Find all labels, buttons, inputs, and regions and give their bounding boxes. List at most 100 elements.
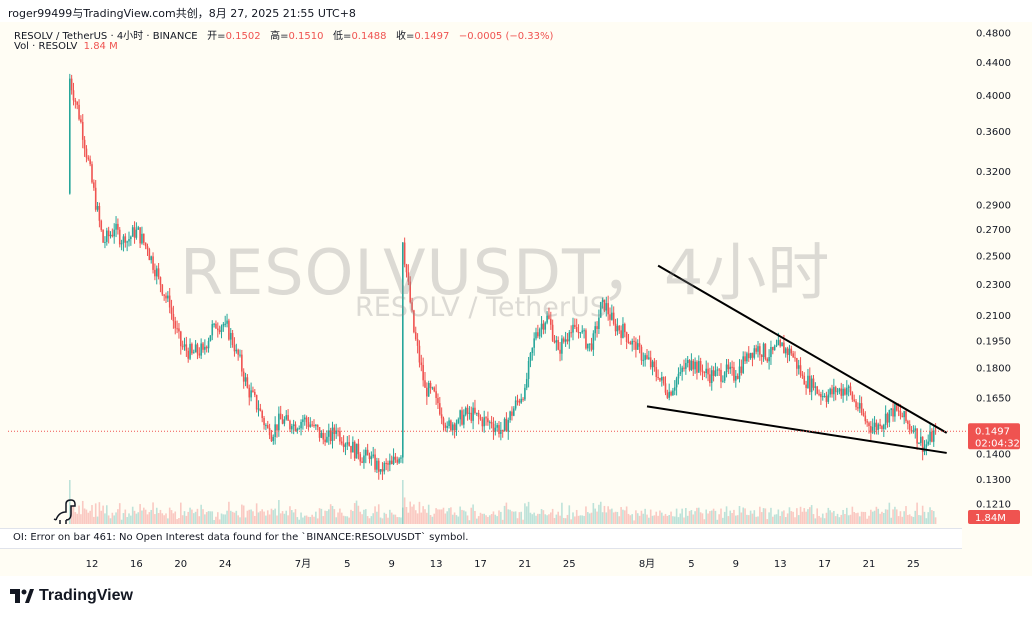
- candle-body: [866, 421, 868, 423]
- volume-bar: [912, 516, 915, 524]
- candle-body: [194, 344, 197, 353]
- volume-bar: [302, 517, 304, 524]
- volume-bar: [520, 511, 522, 524]
- volume-bar: [831, 512, 833, 524]
- high-value: 0.1510: [288, 31, 324, 42]
- candle-body: [596, 326, 598, 329]
- volume-bar: [501, 519, 504, 524]
- volume-bar: [348, 517, 350, 524]
- volume-bar: [805, 511, 807, 524]
- volume-bar: [427, 504, 430, 524]
- candle-body: [511, 411, 513, 416]
- candle-body: [551, 324, 554, 341]
- candle-body: [568, 332, 571, 342]
- candle-body: [538, 329, 541, 337]
- candle-body: [601, 299, 604, 303]
- volume-bar: [409, 501, 411, 524]
- volume-bar: [514, 511, 517, 524]
- volume-bar: [470, 507, 473, 524]
- volume-bar: [533, 512, 535, 524]
- candle-body: [174, 321, 177, 329]
- candle-body: [812, 378, 815, 388]
- candle-body: [163, 294, 165, 296]
- volume-bar: [464, 511, 467, 524]
- volume-bar: [191, 509, 193, 524]
- volume-bar: [257, 512, 260, 524]
- candle-body: [392, 456, 395, 465]
- volume-bar: [840, 514, 843, 524]
- candle-body: [150, 256, 152, 261]
- volume-bar: [577, 515, 580, 524]
- candle-body: [292, 424, 295, 427]
- chart-panel[interactable]: [0, 22, 1032, 576]
- volume-bar: [281, 511, 284, 524]
- candle-body: [146, 246, 149, 250]
- volume-bar: [836, 513, 839, 524]
- volume-bar: [192, 513, 195, 524]
- volume-bar: [747, 515, 750, 524]
- candle-body: [577, 332, 580, 334]
- volume-legend[interactable]: Vol · RESOLV 1.84 M: [14, 41, 118, 52]
- volume-bar: [812, 514, 815, 524]
- last-volume-tag: [968, 510, 1020, 524]
- volume-bar: [113, 515, 115, 524]
- candle-body: [625, 332, 628, 342]
- volume-bar: [318, 508, 321, 524]
- volume-bar: [492, 511, 495, 524]
- volume-bar: [829, 510, 831, 524]
- candle-body: [439, 403, 441, 415]
- candle-body: [202, 343, 204, 350]
- volume-label[interactable]: Vol · RESOLV: [14, 41, 78, 52]
- candle-body: [448, 420, 450, 427]
- volume-bar: [130, 515, 132, 524]
- volume-bar: [455, 515, 458, 524]
- volume-bar: [272, 510, 275, 524]
- candle-body: [705, 368, 707, 373]
- volume-bar: [466, 515, 469, 524]
- candle-body: [908, 424, 911, 430]
- candle-body: [744, 356, 746, 362]
- symbol-legend[interactable]: RESOLV / TetherUS · 4小时 · BINANCE 开=0.15…: [14, 27, 553, 42]
- candle-body: [96, 205, 99, 210]
- candle-body: [135, 229, 138, 238]
- volume-bar: [474, 510, 476, 524]
- volume-bar: [152, 502, 154, 524]
- candle-body: [187, 350, 189, 359]
- volume-bar: [908, 514, 911, 524]
- volume-bar: [729, 510, 732, 524]
- volume-bar: [228, 501, 230, 524]
- candle-body: [80, 119, 82, 122]
- candle-body: [228, 320, 230, 340]
- volume-bar: [844, 513, 846, 524]
- author-bar: roger99499与TradingView.com共创，8月 27, 2025…: [0, 0, 1032, 22]
- candle-body: [681, 367, 683, 373]
- candle-body: [585, 330, 587, 349]
- x-axis-tick-label: 20: [174, 559, 187, 570]
- volume-bar: [183, 511, 186, 524]
- volume-bar: [202, 509, 204, 524]
- volume-bar: [701, 513, 704, 524]
- candle-body: [760, 354, 763, 358]
- volume-bar: [794, 517, 796, 524]
- volume-bar: [735, 515, 737, 524]
- candle-body: [89, 159, 91, 165]
- close-label: 收=: [395, 31, 415, 42]
- volume-bar: [679, 513, 682, 524]
- volume-bar: [118, 503, 121, 524]
- volume-bar: [890, 517, 892, 524]
- symbol-watermark: RESOLVUSDT，4小时: [180, 236, 831, 309]
- candle-body: [796, 358, 798, 369]
- volume-bar: [383, 512, 386, 524]
- symbol-name[interactable]: RESOLV / TetherUS · 4小时 · BINANCE: [14, 31, 198, 42]
- volume-bar: [786, 513, 789, 524]
- candle-body: [192, 352, 195, 354]
- candle-body: [735, 375, 737, 381]
- volume-bar: [144, 509, 147, 524]
- candle-body: [638, 343, 641, 347]
- volume-value: 1.84 M: [83, 41, 118, 52]
- candle-body: [875, 422, 878, 430]
- candle-body: [472, 407, 474, 421]
- candle-body: [296, 428, 299, 431]
- candle-body: [603, 299, 606, 311]
